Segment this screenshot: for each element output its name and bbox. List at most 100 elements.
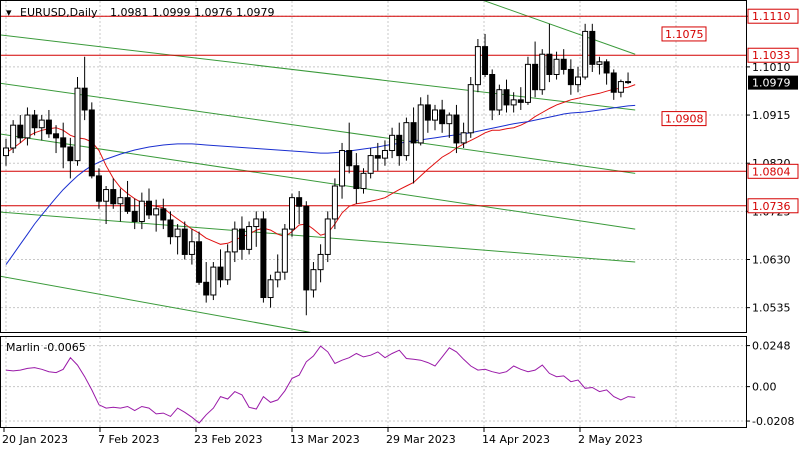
level-price-text: 1.1033	[752, 49, 791, 62]
candle-bear	[503, 89, 510, 106]
candle-bear	[88, 109, 95, 177]
candle-bull	[553, 58, 560, 75]
candle-bear	[196, 241, 203, 283]
y-tick-label: 1.0915	[752, 109, 791, 122]
x-tick-label: 23 Feb 2023	[194, 433, 262, 446]
candle-bear	[589, 30, 596, 65]
indicator-label: Marlin -0.0065	[6, 341, 86, 354]
candle-bear	[424, 104, 431, 121]
candle-bull	[210, 266, 217, 296]
y-tick-label: 1.0535	[752, 302, 791, 315]
x-tick-label: 14 Apr 2023	[482, 433, 550, 446]
channel-line	[1, 275, 317, 333]
candle-bear	[81, 87, 88, 111]
candle-bull	[446, 114, 453, 125]
candle-bull	[224, 251, 231, 281]
x-tick-label: 29 Mar 2023	[386, 433, 456, 446]
last-price-box	[748, 75, 798, 90]
candle-bear	[517, 99, 524, 103]
candle-bear	[53, 133, 60, 139]
level-price-text: 1.0736	[752, 200, 791, 213]
candle-bear	[482, 46, 489, 75]
candle-bear	[489, 73, 496, 111]
candle-bear	[160, 208, 167, 221]
x-tick-label: 20 Jan 2023	[2, 433, 68, 446]
moving-average-red	[5, 84, 636, 245]
level-price-box	[747, 47, 799, 63]
x-tick-label: 2 May 2023	[578, 433, 643, 446]
symbol-label: EURUSD,Daily	[20, 6, 98, 19]
oscillator-series	[5, 345, 636, 424]
candle-bull	[153, 208, 160, 216]
candle-bear	[17, 124, 24, 139]
candle-bull	[274, 271, 281, 281]
candle-bull	[575, 76, 581, 86]
osc-tick-label: 0.0248	[752, 340, 791, 353]
callout-box	[661, 26, 707, 42]
candle-bull	[253, 218, 260, 228]
candle-bear	[296, 197, 303, 207]
candle-bear	[625, 81, 632, 84]
channel-line	[1, 82, 636, 174]
candle-bull	[360, 172, 367, 190]
candle-bull	[310, 269, 317, 291]
candle-bear	[217, 266, 224, 281]
candle-bull	[281, 228, 288, 273]
candle-bear	[60, 137, 67, 148]
channel-line	[1, 211, 636, 263]
level-price-text: 1.0804	[752, 165, 791, 178]
candle-bear	[67, 146, 74, 162]
candle-bull	[367, 155, 374, 174]
candle-bull	[467, 84, 474, 134]
candle-bear	[146, 200, 152, 216]
main-pane-border	[0, 0, 747, 333]
candle-bull	[617, 81, 624, 93]
level-price-box	[747, 8, 799, 24]
candle-bear	[546, 53, 553, 75]
candle-bull	[582, 30, 589, 78]
callout-text: 1.1075	[665, 28, 704, 41]
candle-bear	[560, 58, 567, 70]
candle-bull	[174, 228, 181, 238]
candle-bull	[188, 241, 195, 255]
candle-bull	[38, 119, 45, 129]
candle-bear	[410, 122, 417, 144]
moving-average-blue	[5, 104, 636, 265]
candle-bear	[567, 68, 574, 86]
candle-bear	[353, 165, 360, 190]
callout-box	[661, 111, 707, 127]
chart-icon: ▾	[6, 6, 12, 19]
candle-bear	[610, 72, 617, 93]
candle-bull	[524, 63, 531, 103]
candle-bear	[374, 155, 381, 159]
candle-bull	[389, 134, 396, 152]
oscillator-line	[5, 345, 636, 424]
candle-bull	[331, 185, 338, 220]
candle-bull	[74, 87, 81, 162]
candle-bull	[10, 124, 17, 149]
candle-bear	[453, 114, 460, 144]
callout-text: 1.0908	[665, 113, 704, 126]
channel-line	[483, 1, 636, 55]
candle-bear	[603, 61, 610, 74]
candle-bull	[324, 218, 331, 255]
y-tick-label: 1.0630	[752, 254, 791, 267]
candle-bull	[138, 200, 145, 222]
candle-bear	[131, 210, 138, 222]
candle-bull	[289, 197, 295, 230]
candle-bear	[396, 134, 403, 157]
candle-bull	[24, 114, 31, 139]
candle-bull	[510, 99, 517, 106]
candle-bear	[124, 197, 131, 212]
candle-bear	[439, 109, 446, 125]
candle-bear	[167, 219, 174, 238]
candle-bear	[181, 228, 188, 255]
candle-bull	[417, 104, 424, 144]
oscillator-axis: 0.0248 0.00 -0.0208	[746, 340, 794, 428]
candle-bear	[532, 63, 539, 91]
candle-bear	[110, 189, 117, 205]
candle-bull	[231, 228, 238, 253]
candle-bull	[496, 89, 503, 111]
price-labels: 1.1110 1.1033 1.0804 1.0736 1.1075 1.0908 1.09…	[661, 8, 799, 214]
candle-bull	[539, 53, 546, 91]
